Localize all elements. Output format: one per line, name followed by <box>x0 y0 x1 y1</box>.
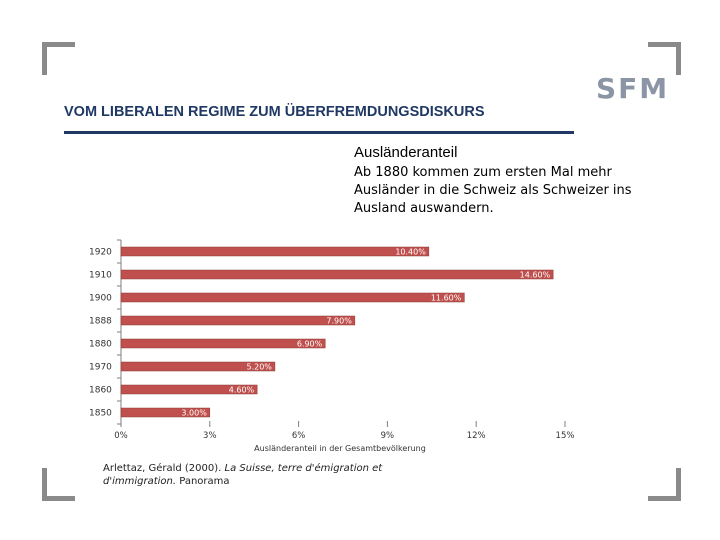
chart-title: Ausländeranteil <box>354 144 458 161</box>
bar <box>120 292 465 303</box>
category-label: 1970 <box>89 363 112 373</box>
data-label: 7.90% <box>326 317 352 326</box>
x-axis-title: Ausländeranteil in der Gesamtbevölkerung <box>254 444 426 453</box>
data-label: 6.90% <box>297 340 323 349</box>
sfm-logo: SFM <box>596 72 670 105</box>
data-label: 4.60% <box>229 386 255 395</box>
x-tick-label: 6% <box>292 431 306 441</box>
x-tick-label: 15% <box>556 431 575 441</box>
x-tick-label: 3% <box>203 431 217 441</box>
data-label: 3.00% <box>181 409 207 418</box>
bar <box>120 315 356 326</box>
source-author: Arlettaz, Gérald (2000). <box>103 463 222 474</box>
x-tick-label: 0% <box>114 431 128 441</box>
category-label: 1910 <box>89 271 112 281</box>
data-label: 11.60% <box>431 294 462 303</box>
title-underline <box>64 131 574 134</box>
bar <box>120 269 554 280</box>
bar <box>120 407 211 418</box>
source-work-title: La Suisse, terre d'émigration et d'immig… <box>103 463 383 487</box>
category-label: 1880 <box>89 340 112 350</box>
bar <box>120 361 276 372</box>
corner-bracket-top-right <box>648 42 681 75</box>
x-tick-label: 9% <box>381 431 395 441</box>
data-label: 10.40% <box>395 248 426 257</box>
bar <box>120 384 258 395</box>
bar <box>120 338 326 349</box>
corner-bracket-bottom-right <box>648 468 681 501</box>
bar <box>120 246 430 257</box>
slide-title: VOM LIBERALEN REGIME ZUM ÜBERFREMDUNGSDI… <box>64 104 485 120</box>
data-label: 14.60% <box>520 271 551 280</box>
corner-bracket-bottom-left <box>42 468 75 501</box>
category-label: 1850 <box>89 409 112 419</box>
data-label: 5.20% <box>246 363 272 372</box>
source-publisher: Panorama <box>179 476 230 487</box>
source-citation: Arlettaz, Gérald (2000). La Suisse, terr… <box>103 462 403 488</box>
chart-subtitle: Ab 1880 kommen zum ersten Mal mehr Auslä… <box>354 165 632 216</box>
category-label: 1860 <box>89 386 112 396</box>
category-label: 1888 <box>89 317 112 327</box>
category-label: 1920 <box>89 248 112 258</box>
category-label: 1900 <box>89 294 112 304</box>
x-tick-label: 12% <box>467 431 486 441</box>
corner-bracket-top-left <box>42 42 75 75</box>
